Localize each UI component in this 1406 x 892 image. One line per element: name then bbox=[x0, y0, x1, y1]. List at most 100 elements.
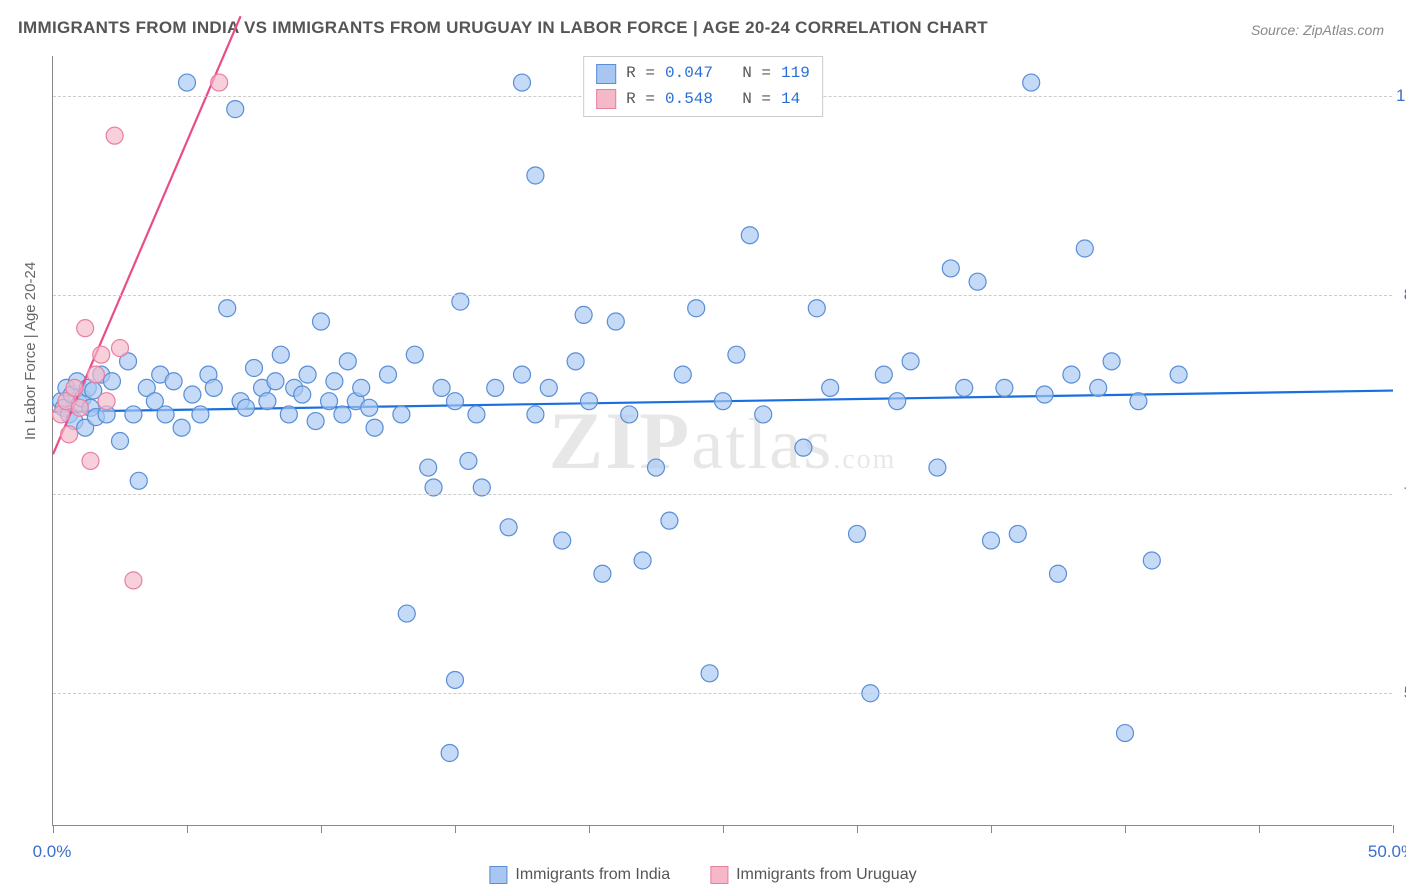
data-point bbox=[956, 379, 973, 396]
data-point bbox=[211, 74, 228, 91]
data-point bbox=[98, 393, 115, 410]
stats-swatch bbox=[596, 64, 616, 84]
data-point bbox=[701, 665, 718, 682]
data-point bbox=[1170, 366, 1187, 383]
data-point bbox=[500, 519, 517, 536]
stats-r-value: 0.047 bbox=[665, 61, 713, 87]
data-point bbox=[1090, 379, 1107, 396]
data-point bbox=[996, 379, 1013, 396]
data-point bbox=[661, 512, 678, 529]
data-point bbox=[157, 406, 174, 423]
plot-svg bbox=[53, 56, 1392, 825]
data-point bbox=[514, 74, 531, 91]
data-point bbox=[460, 452, 477, 469]
data-point bbox=[246, 359, 263, 376]
data-point bbox=[61, 426, 78, 443]
data-point bbox=[393, 406, 410, 423]
data-point bbox=[634, 552, 651, 569]
data-point bbox=[280, 406, 297, 423]
stats-r-value: 0.548 bbox=[665, 87, 713, 113]
data-point bbox=[398, 605, 415, 622]
data-point bbox=[567, 353, 584, 370]
x-tick bbox=[991, 825, 992, 833]
x-tick bbox=[723, 825, 724, 833]
data-point bbox=[849, 525, 866, 542]
data-point bbox=[441, 744, 458, 761]
legend-item: Immigrants from India bbox=[489, 866, 670, 884]
data-point bbox=[361, 399, 378, 416]
y-tick-label: 85.0% bbox=[1396, 285, 1406, 305]
stats-n-value: 14 bbox=[781, 87, 800, 113]
data-point bbox=[795, 439, 812, 456]
data-point bbox=[1063, 366, 1080, 383]
data-point bbox=[267, 373, 284, 390]
data-point bbox=[514, 366, 531, 383]
gridline bbox=[53, 295, 1392, 296]
y-tick-label: 55.0% bbox=[1396, 683, 1406, 703]
data-point bbox=[1130, 393, 1147, 410]
data-point bbox=[321, 393, 338, 410]
data-point bbox=[192, 406, 209, 423]
data-point bbox=[554, 532, 571, 549]
y-tick-label: 100.0% bbox=[1396, 86, 1406, 106]
data-point bbox=[1009, 525, 1026, 542]
data-point bbox=[929, 459, 946, 476]
data-point bbox=[307, 413, 324, 430]
legend-label: Immigrants from Uruguay bbox=[736, 866, 917, 884]
data-point bbox=[87, 366, 104, 383]
data-point bbox=[237, 399, 254, 416]
stats-r-label: R = bbox=[626, 61, 655, 87]
data-point bbox=[205, 379, 222, 396]
data-point bbox=[969, 273, 986, 290]
legend-bottom: Immigrants from India Immigrants from Uru… bbox=[489, 866, 916, 884]
data-point bbox=[77, 320, 94, 337]
data-point bbox=[294, 386, 311, 403]
data-point bbox=[1117, 725, 1134, 742]
data-point bbox=[540, 379, 557, 396]
legend-label: Immigrants from India bbox=[515, 866, 670, 884]
data-point bbox=[82, 452, 99, 469]
data-point bbox=[728, 346, 745, 363]
data-point bbox=[272, 346, 289, 363]
data-point bbox=[889, 393, 906, 410]
chart-title: IMMIGRANTS FROM INDIA VS IMMIGRANTS FROM… bbox=[18, 18, 988, 38]
data-point bbox=[173, 419, 190, 436]
data-point bbox=[106, 127, 123, 144]
data-point bbox=[130, 472, 147, 489]
data-point bbox=[581, 393, 598, 410]
data-point bbox=[902, 353, 919, 370]
gridline bbox=[53, 494, 1392, 495]
stats-row: R = 0.047 N = 119 bbox=[596, 61, 810, 87]
data-point bbox=[1143, 552, 1160, 569]
y-tick-label: 70.0% bbox=[1396, 484, 1406, 504]
data-point bbox=[942, 260, 959, 277]
stats-n-label: N = bbox=[723, 61, 771, 87]
data-point bbox=[299, 366, 316, 383]
data-point bbox=[112, 433, 129, 450]
data-point bbox=[1036, 386, 1053, 403]
data-point bbox=[648, 459, 665, 476]
data-point bbox=[715, 393, 732, 410]
legend-item: Immigrants from Uruguay bbox=[710, 866, 917, 884]
data-point bbox=[621, 406, 638, 423]
x-tick-label: 0.0% bbox=[33, 842, 72, 862]
data-point bbox=[447, 671, 464, 688]
data-point bbox=[875, 366, 892, 383]
gridline bbox=[53, 693, 1392, 694]
data-point bbox=[179, 74, 196, 91]
data-point bbox=[433, 379, 450, 396]
data-point bbox=[1050, 565, 1067, 582]
data-point bbox=[575, 306, 592, 323]
stats-r-label: R = bbox=[626, 87, 655, 113]
data-point bbox=[527, 167, 544, 184]
stats-n-value: 119 bbox=[781, 61, 810, 87]
data-point bbox=[339, 353, 356, 370]
data-point bbox=[741, 227, 758, 244]
stats-legend-box: R = 0.047 N = 119R = 0.548 N = 14 bbox=[583, 56, 823, 117]
data-point bbox=[71, 399, 88, 416]
data-point bbox=[125, 572, 142, 589]
chart-container: IMMIGRANTS FROM INDIA VS IMMIGRANTS FROM… bbox=[0, 0, 1406, 892]
data-point bbox=[420, 459, 437, 476]
data-point bbox=[66, 379, 83, 396]
data-point bbox=[755, 406, 772, 423]
